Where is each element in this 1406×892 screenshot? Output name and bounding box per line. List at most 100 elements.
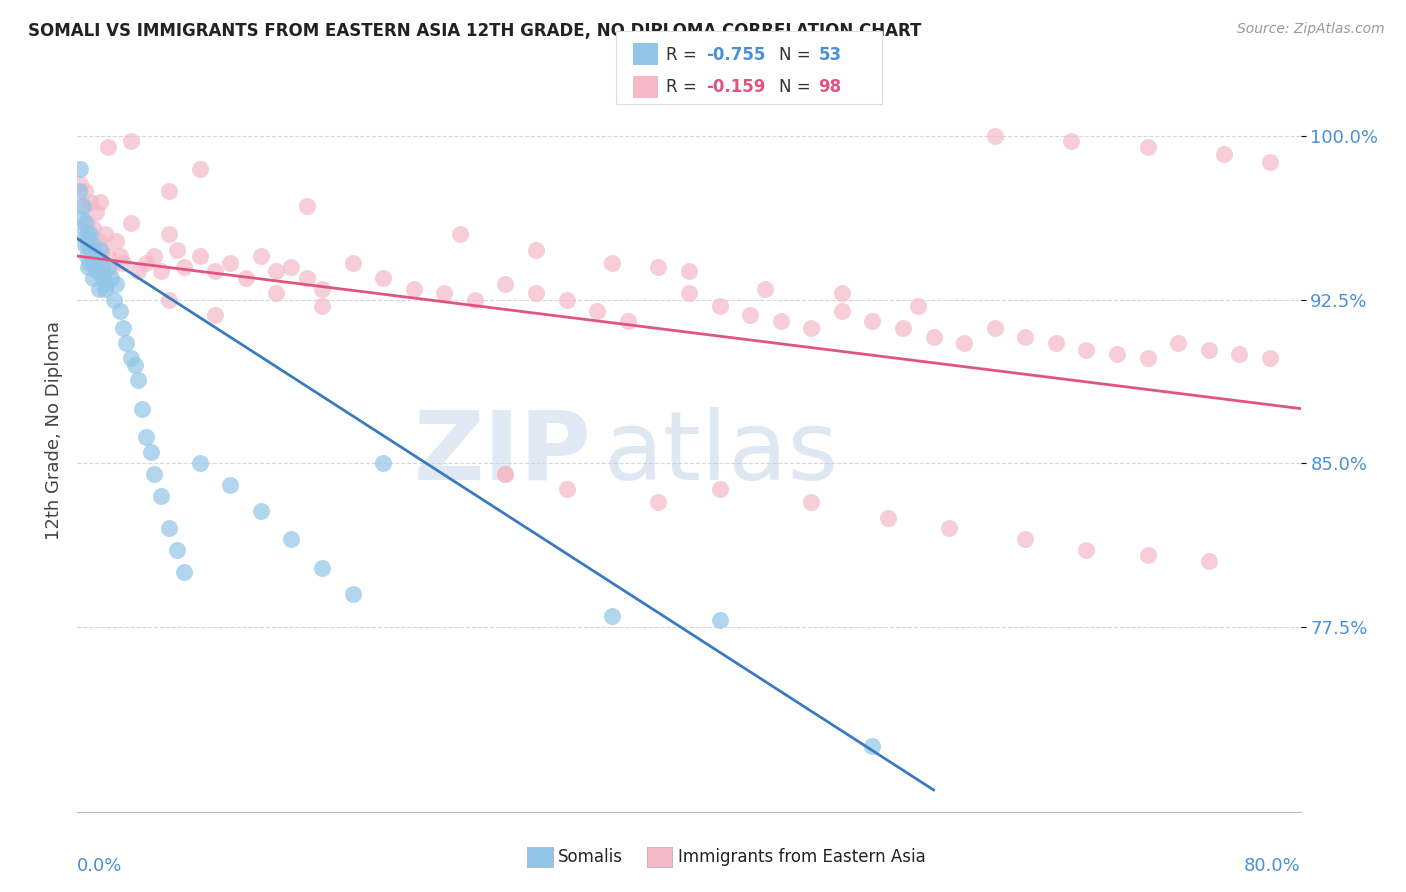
Point (108, 249, 131, 263)
Point (131, 401, 153, 416)
Point (157, 293, 180, 307)
Point (157, 184, 180, 198)
Text: 53: 53 (818, 45, 841, 63)
Point (139, 445, 162, 459)
Point (250, 249, 273, 263)
Point (67, 184, 90, 198)
Point (678, 286, 700, 301)
Point (86, 264, 108, 278)
Point (1014, 329, 1036, 343)
Point (127, 264, 149, 278)
Point (82, 271, 104, 285)
Point (495, 277, 517, 292)
Point (586, 303, 609, 318)
Point (173, 565, 195, 579)
Point (250, 504, 273, 518)
Point (862, 314, 884, 328)
Point (769, 314, 792, 328)
Point (831, 286, 853, 301)
Text: atlas: atlas (603, 407, 838, 500)
Text: N =: N = (779, 45, 815, 63)
Point (124, 358, 146, 372)
Point (100, 271, 122, 285)
Point (678, 264, 700, 278)
Point (1229, 347, 1251, 361)
Point (120, 216, 142, 230)
Point (1167, 336, 1189, 351)
Point (142, 467, 165, 481)
Point (311, 560, 333, 574)
Point (1258, 155, 1281, 169)
Point (647, 495, 669, 509)
Point (188, 249, 211, 263)
Point (112, 255, 135, 269)
Point (77, 227, 100, 242)
Text: Immigrants from Eastern Asia: Immigrants from Eastern Asia (678, 848, 925, 866)
Point (188, 456, 211, 470)
Point (173, 260, 195, 274)
Point (449, 227, 471, 242)
Point (709, 613, 731, 627)
Point (1014, 533, 1036, 547)
Point (371, 456, 394, 470)
Point (166, 243, 188, 257)
Point (73, 238, 96, 252)
Point (524, 286, 547, 301)
Point (907, 299, 929, 313)
Text: Somalis: Somalis (558, 848, 623, 866)
Point (79, 194, 101, 209)
Text: Source: ZipAtlas.com: Source: ZipAtlas.com (1237, 22, 1385, 37)
Point (70, 212, 93, 227)
Point (69, 177, 91, 191)
Text: ZIP: ZIP (413, 407, 591, 500)
Text: 0.0%: 0.0% (77, 857, 122, 875)
Point (100, 260, 122, 274)
Point (76, 249, 98, 263)
Point (1258, 351, 1281, 366)
Point (555, 293, 578, 307)
Point (97, 260, 120, 274)
Point (104, 277, 127, 292)
Point (76, 227, 98, 242)
Point (80, 243, 103, 257)
Point (77, 260, 100, 274)
Point (77, 238, 100, 252)
Point (166, 543, 188, 558)
Point (96, 277, 118, 292)
Point (891, 321, 914, 335)
Point (1198, 554, 1220, 568)
Point (876, 510, 898, 524)
Text: R =: R = (666, 45, 703, 63)
Point (311, 282, 333, 296)
Point (73, 216, 96, 230)
Text: SOMALI VS IMMIGRANTS FROM EASTERN ASIA 12TH GRADE, NO DIPLOMA CORRELATION CHART: SOMALI VS IMMIGRANTS FROM EASTERN ASIA 1… (28, 22, 921, 40)
Point (1060, 134, 1083, 148)
Point (280, 260, 302, 274)
Point (555, 482, 578, 496)
Point (647, 260, 669, 274)
Point (188, 161, 211, 176)
Point (73, 184, 96, 198)
Point (1107, 347, 1129, 361)
Point (1198, 343, 1220, 357)
Text: N =: N = (779, 78, 815, 96)
Text: 80.0%: 80.0% (1244, 857, 1301, 875)
Point (104, 234, 127, 248)
Text: 98: 98 (818, 78, 841, 96)
Point (115, 336, 138, 351)
Point (602, 255, 624, 269)
Point (617, 314, 640, 328)
Point (90, 243, 112, 257)
Point (87, 234, 110, 248)
Point (495, 467, 517, 481)
Point (94, 227, 117, 242)
Point (79, 227, 101, 242)
Text: -0.159: -0.159 (706, 78, 765, 96)
Point (311, 299, 333, 313)
Point (142, 249, 165, 263)
Point (264, 286, 287, 301)
Point (120, 134, 142, 148)
Point (433, 286, 456, 301)
Point (84, 249, 107, 263)
Point (204, 264, 226, 278)
